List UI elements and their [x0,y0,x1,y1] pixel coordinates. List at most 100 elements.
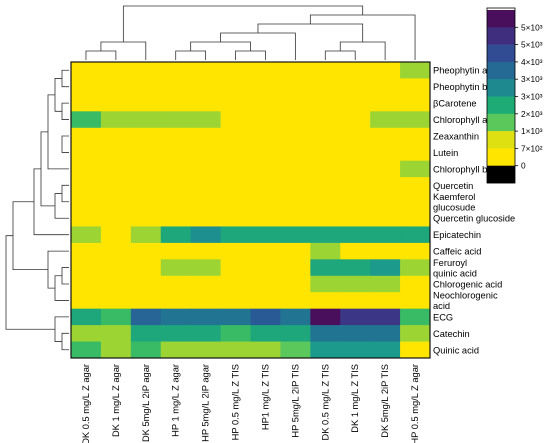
heatmap-cell [220,193,251,211]
heatmap-cell [100,259,132,277]
heatmap-cell [340,144,371,162]
dendrogram-branch [85,50,117,60]
row-label: Chlorogenic acid [433,280,502,290]
heatmap-cell [280,308,311,326]
dendrogram-branch [12,201,48,271]
heatmap-cell [71,226,102,244]
heatmap-cell [190,144,221,162]
heatmap-cell [340,341,371,359]
heatmap-cell [100,275,132,293]
heatmap-cell [220,94,251,112]
dendrogram-branch [54,78,62,112]
heatmap-cell [71,193,102,211]
heatmap-cell [310,111,341,129]
heatmap-cell [220,275,251,293]
column-label: DK 1 mg/L Z agar [111,364,121,437]
heatmap-cell [400,193,431,211]
heatmap-cell [280,210,311,227]
heatmap-cell [400,275,431,293]
heatmap-cell [190,292,221,310]
colorbar-swatch [487,44,515,63]
row-label: Feruroyl [433,258,467,268]
row-label: Caffeic acid [433,247,481,257]
heatmap-cell [370,341,401,359]
heatmap-cell [250,177,281,194]
dendrogram-branch [61,267,69,285]
heatmap-cell [190,226,221,244]
dendrogram-branch [220,32,296,60]
heatmap-cell [250,94,281,112]
heatmap-cell [400,226,431,244]
column-labels: DK 0.5 mg/L Z agar DK 1 mg/L Z agar DK 5mg… [81,364,420,443]
heatmap-cell [190,210,221,227]
dendrogram-branch [47,250,69,289]
heatmap-cell [100,193,132,211]
heatmap-cell [130,275,162,293]
row-label: quinic acid [433,268,477,278]
heatmap-cell [250,292,281,310]
heatmap-cell [220,292,251,310]
column-label: HP 1 mg/L Z agar [171,364,181,437]
row-label: Catechin [433,329,470,339]
heatmap-cell [400,210,431,227]
dendrogram-branch [175,50,207,60]
heatmap-cell [370,94,401,112]
heatmap-cell [250,226,281,244]
heatmap-cell [370,177,401,194]
heatmap-cell [280,325,311,342]
heatmap-cell [160,193,192,211]
heatmap-cell [400,308,431,326]
heatmap-cell [370,242,401,260]
heatmap-cell [400,160,431,178]
heatmap-cell [100,177,132,194]
heatmap-cell [190,111,221,129]
heatmap-cell [250,78,281,96]
heatmap-cell [250,62,281,79]
heatmap-cell [310,94,341,112]
row-label: acid [433,301,450,311]
row-label: Pheophytin a [433,66,488,76]
heatmap-cell [370,325,401,342]
dendrogram-branch [61,332,69,351]
heatmap-cell [280,193,311,211]
heatmap-cell [400,292,431,310]
heatmap-cell [71,242,102,260]
colorbar-swatch [487,165,515,184]
heatmap-cell [100,62,132,79]
dendrogram-branch [61,135,69,153]
heatmap-cell [310,259,341,277]
heatmap-cell [250,127,281,145]
heatmap-cell [310,226,341,244]
colorbar-swatch [487,96,515,115]
heatmap-cell [100,78,132,96]
heatmap-cell [130,341,162,359]
heatmap-cell [220,127,251,145]
heatmap-cell [400,259,431,277]
heatmap-border [70,61,431,359]
heatmap-cell [130,242,162,260]
heatmap-cell [71,341,102,359]
colorbar-swatch [487,27,515,45]
dendrogram-branch [61,184,69,203]
heatmap-cell [370,62,401,79]
heatmap-cell [71,160,102,178]
heatmap-cell [340,160,371,178]
colorbar-tick-label: 5×10³ [521,22,543,32]
colorbar-tick-label: 3×10³ [521,92,543,102]
row-label: glucosude [433,203,475,213]
heatmap-cell [130,210,162,227]
heatmap-cell [310,242,341,260]
heatmap-cell [340,111,371,129]
column-label: DK 0.5 mg/L Z TIS [320,364,330,440]
heatmap-cell [220,325,251,342]
colorbar-tick-label: 5×10³ [521,40,543,50]
heatmap-cell [280,226,311,244]
heatmap-cell [190,242,221,260]
heatmap-cell [400,177,431,194]
heatmap-cell [160,94,192,112]
heatmap-cell [130,144,162,162]
dendrogram-branch [5,235,55,330]
heatmap-cell [100,144,132,162]
heatmap-cell [310,127,341,145]
